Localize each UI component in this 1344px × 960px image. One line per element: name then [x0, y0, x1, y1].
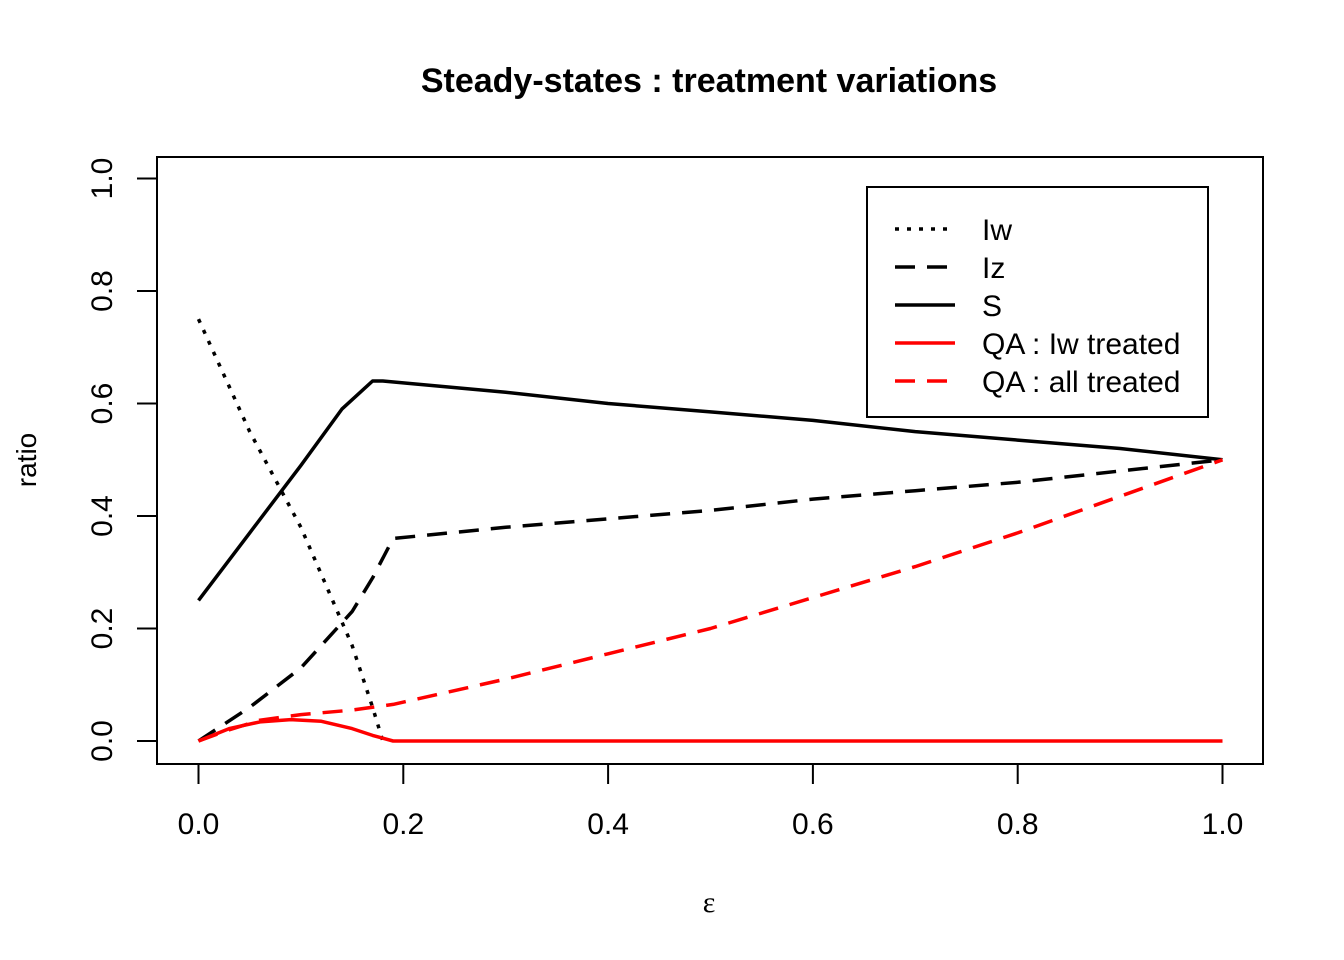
y-tick-label: 0.0: [86, 720, 119, 762]
legend-label: Iw: [982, 214, 1012, 247]
legend-label: Iz: [982, 252, 1005, 285]
x-tick-label: 0.6: [792, 808, 834, 841]
x-tick-label: 0.0: [178, 808, 220, 841]
y-axis: 0.0 0.2 0.4 0.6 0.8 1.0: [86, 158, 158, 762]
x-axis-label: ε: [703, 886, 716, 919]
x-tick-label: 0.8: [997, 808, 1039, 841]
series-layer: [196, 318, 1224, 743]
y-tick-label: 0.4: [86, 495, 119, 537]
legend-box: [866, 186, 1209, 418]
legend-label: S: [982, 290, 1002, 323]
x-axis: 0.0 0.2 0.4 0.6 0.8 1.0: [178, 763, 1244, 841]
chart-title: Steady-states : treatment variations: [421, 62, 997, 100]
series-line-qa-iw-treated: [197, 717, 1223, 743]
series-line-qa-all-treated: [197, 458, 1224, 743]
y-tick-label: 0.8: [86, 270, 119, 312]
x-tick-label: 1.0: [1202, 808, 1244, 841]
y-tick-label: 0.2: [86, 608, 119, 650]
series-line-iz: [197, 458, 1223, 743]
series-line-s: [197, 379, 1223, 602]
legend-label: QA : Iw treated: [982, 328, 1180, 361]
y-tick-label: 0.6: [86, 383, 119, 425]
x-tick-label: 0.2: [382, 808, 424, 841]
x-tick-label: 0.4: [587, 808, 629, 841]
y-axis-label: ratio: [11, 433, 42, 487]
legend: Iw Iz S QA : Iw treated QA : all treated: [866, 186, 1209, 418]
y-tick-label: 1.0: [86, 158, 119, 200]
legend-label: QA : all treated: [982, 366, 1180, 399]
